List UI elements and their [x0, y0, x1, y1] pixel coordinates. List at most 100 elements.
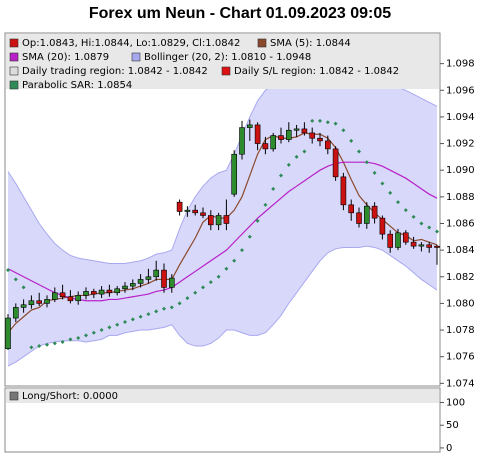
candle-body: [98, 289, 105, 295]
legend-swatch: [9, 66, 19, 76]
sar-dot: [224, 266, 229, 271]
sar-dot: [349, 138, 354, 143]
sar-dot: [216, 274, 221, 279]
legend-swatch: [9, 38, 19, 48]
y-tick-label: 1.092: [446, 139, 475, 150]
candle-body: [5, 317, 11, 350]
y-tick-label: 1.078: [446, 325, 475, 336]
chart-title: Forex um Neun - Chart 01.09.2023 09:05: [89, 5, 391, 22]
candle-body: [301, 128, 308, 134]
sar-dot: [380, 181, 385, 186]
legend-label: Parabolic SAR: 1.0854: [22, 80, 132, 91]
candle-body: [231, 153, 237, 195]
sar-dot: [201, 285, 205, 290]
sar-dot: [45, 342, 49, 347]
bollinger-lower: [7, 245, 438, 367]
legend-box: [6, 34, 439, 89]
candle-body: [387, 233, 394, 248]
sar-dot: [21, 285, 26, 290]
candle-body: [130, 283, 136, 287]
sar-dot: [68, 337, 73, 342]
sar-dot: [99, 328, 104, 333]
sar-dot: [372, 170, 377, 175]
legend-label: Daily S/L region: 1.0842 - 1.0842: [234, 66, 399, 77]
sar-dot: [263, 202, 268, 207]
candle-body: [51, 292, 58, 300]
sar-dot: [162, 306, 166, 311]
candle-body: [184, 209, 191, 212]
candle-body: [395, 232, 401, 248]
candle-body: [114, 288, 120, 294]
sar-dot: [84, 333, 88, 338]
sar-dot: [185, 296, 190, 301]
candle-body: [332, 148, 339, 178]
candle-body: [309, 132, 316, 139]
candle-body: [434, 245, 440, 248]
legend-swatch: [9, 52, 19, 62]
sar-dot: [91, 330, 96, 335]
sar-dot: [208, 280, 213, 285]
candle-body: [215, 215, 222, 226]
candle-body: [340, 176, 347, 206]
candle-body: [200, 212, 206, 216]
sar-dot: [52, 341, 57, 346]
candle-body: [67, 296, 74, 302]
candle-body: [356, 212, 362, 224]
candle-body: [153, 269, 159, 278]
candle-body: [402, 232, 409, 243]
sar-dot: [310, 118, 315, 123]
sar-dot: [318, 118, 322, 123]
sar-dot: [177, 301, 182, 306]
y-tick-label: 50: [446, 420, 459, 431]
sar-dot: [37, 344, 42, 349]
sar-dot: [271, 186, 276, 191]
sar-dot: [302, 149, 307, 154]
sar-dot: [169, 305, 174, 310]
candle-body: [20, 304, 27, 308]
sar-dot: [6, 268, 10, 273]
candle-body: [317, 137, 323, 142]
sar-dot: [138, 314, 143, 319]
candle-body: [247, 124, 253, 128]
sar-dot: [240, 248, 244, 253]
candle-body: [137, 279, 144, 284]
legend-label: Op:1.0843, Hi:1.0844, Lo:1.0829, Cl:1.08…: [22, 38, 240, 49]
sar-dot: [333, 121, 338, 126]
legend-label: Daily trading region: 1.0842 - 1.0842: [22, 66, 208, 77]
sar-dot: [76, 336, 81, 341]
candle-body: [278, 135, 284, 140]
legend-swatch: [9, 391, 19, 401]
sar-dot: [232, 258, 237, 263]
y-tick-label: 1.088: [446, 192, 475, 203]
candle-body: [59, 292, 66, 298]
y-tick-label: 0: [446, 443, 452, 454]
candle-body: [426, 244, 433, 248]
y-tick-label: 1.086: [446, 218, 475, 229]
candle-body: [83, 291, 89, 296]
candle-body: [44, 299, 50, 304]
legend-label: SMA (20): 1.0879: [22, 52, 109, 63]
legend-swatch: [131, 52, 141, 62]
sar-dot: [357, 149, 361, 154]
candle-body: [161, 269, 167, 288]
sar-dot: [435, 229, 439, 234]
candle-body: [145, 276, 152, 280]
y-tick-label: 1.094: [446, 112, 475, 123]
sar-dot: [13, 277, 18, 282]
candle-body: [192, 209, 198, 214]
candle-body: [379, 217, 386, 235]
sar-dot: [419, 221, 424, 226]
candle-body: [106, 289, 113, 294]
candle-body: [418, 244, 425, 247]
sar-dot: [115, 322, 120, 327]
candle-body: [176, 201, 183, 212]
sar-dot: [60, 340, 65, 345]
legend-box: [6, 389, 439, 403]
sar-dot: [247, 234, 252, 239]
sar-dot: [411, 214, 416, 219]
plot-layer: [5, 76, 440, 367]
y-tick-label: 1.090: [446, 165, 475, 176]
sar-dot: [255, 218, 260, 223]
sar-dot: [146, 312, 151, 317]
